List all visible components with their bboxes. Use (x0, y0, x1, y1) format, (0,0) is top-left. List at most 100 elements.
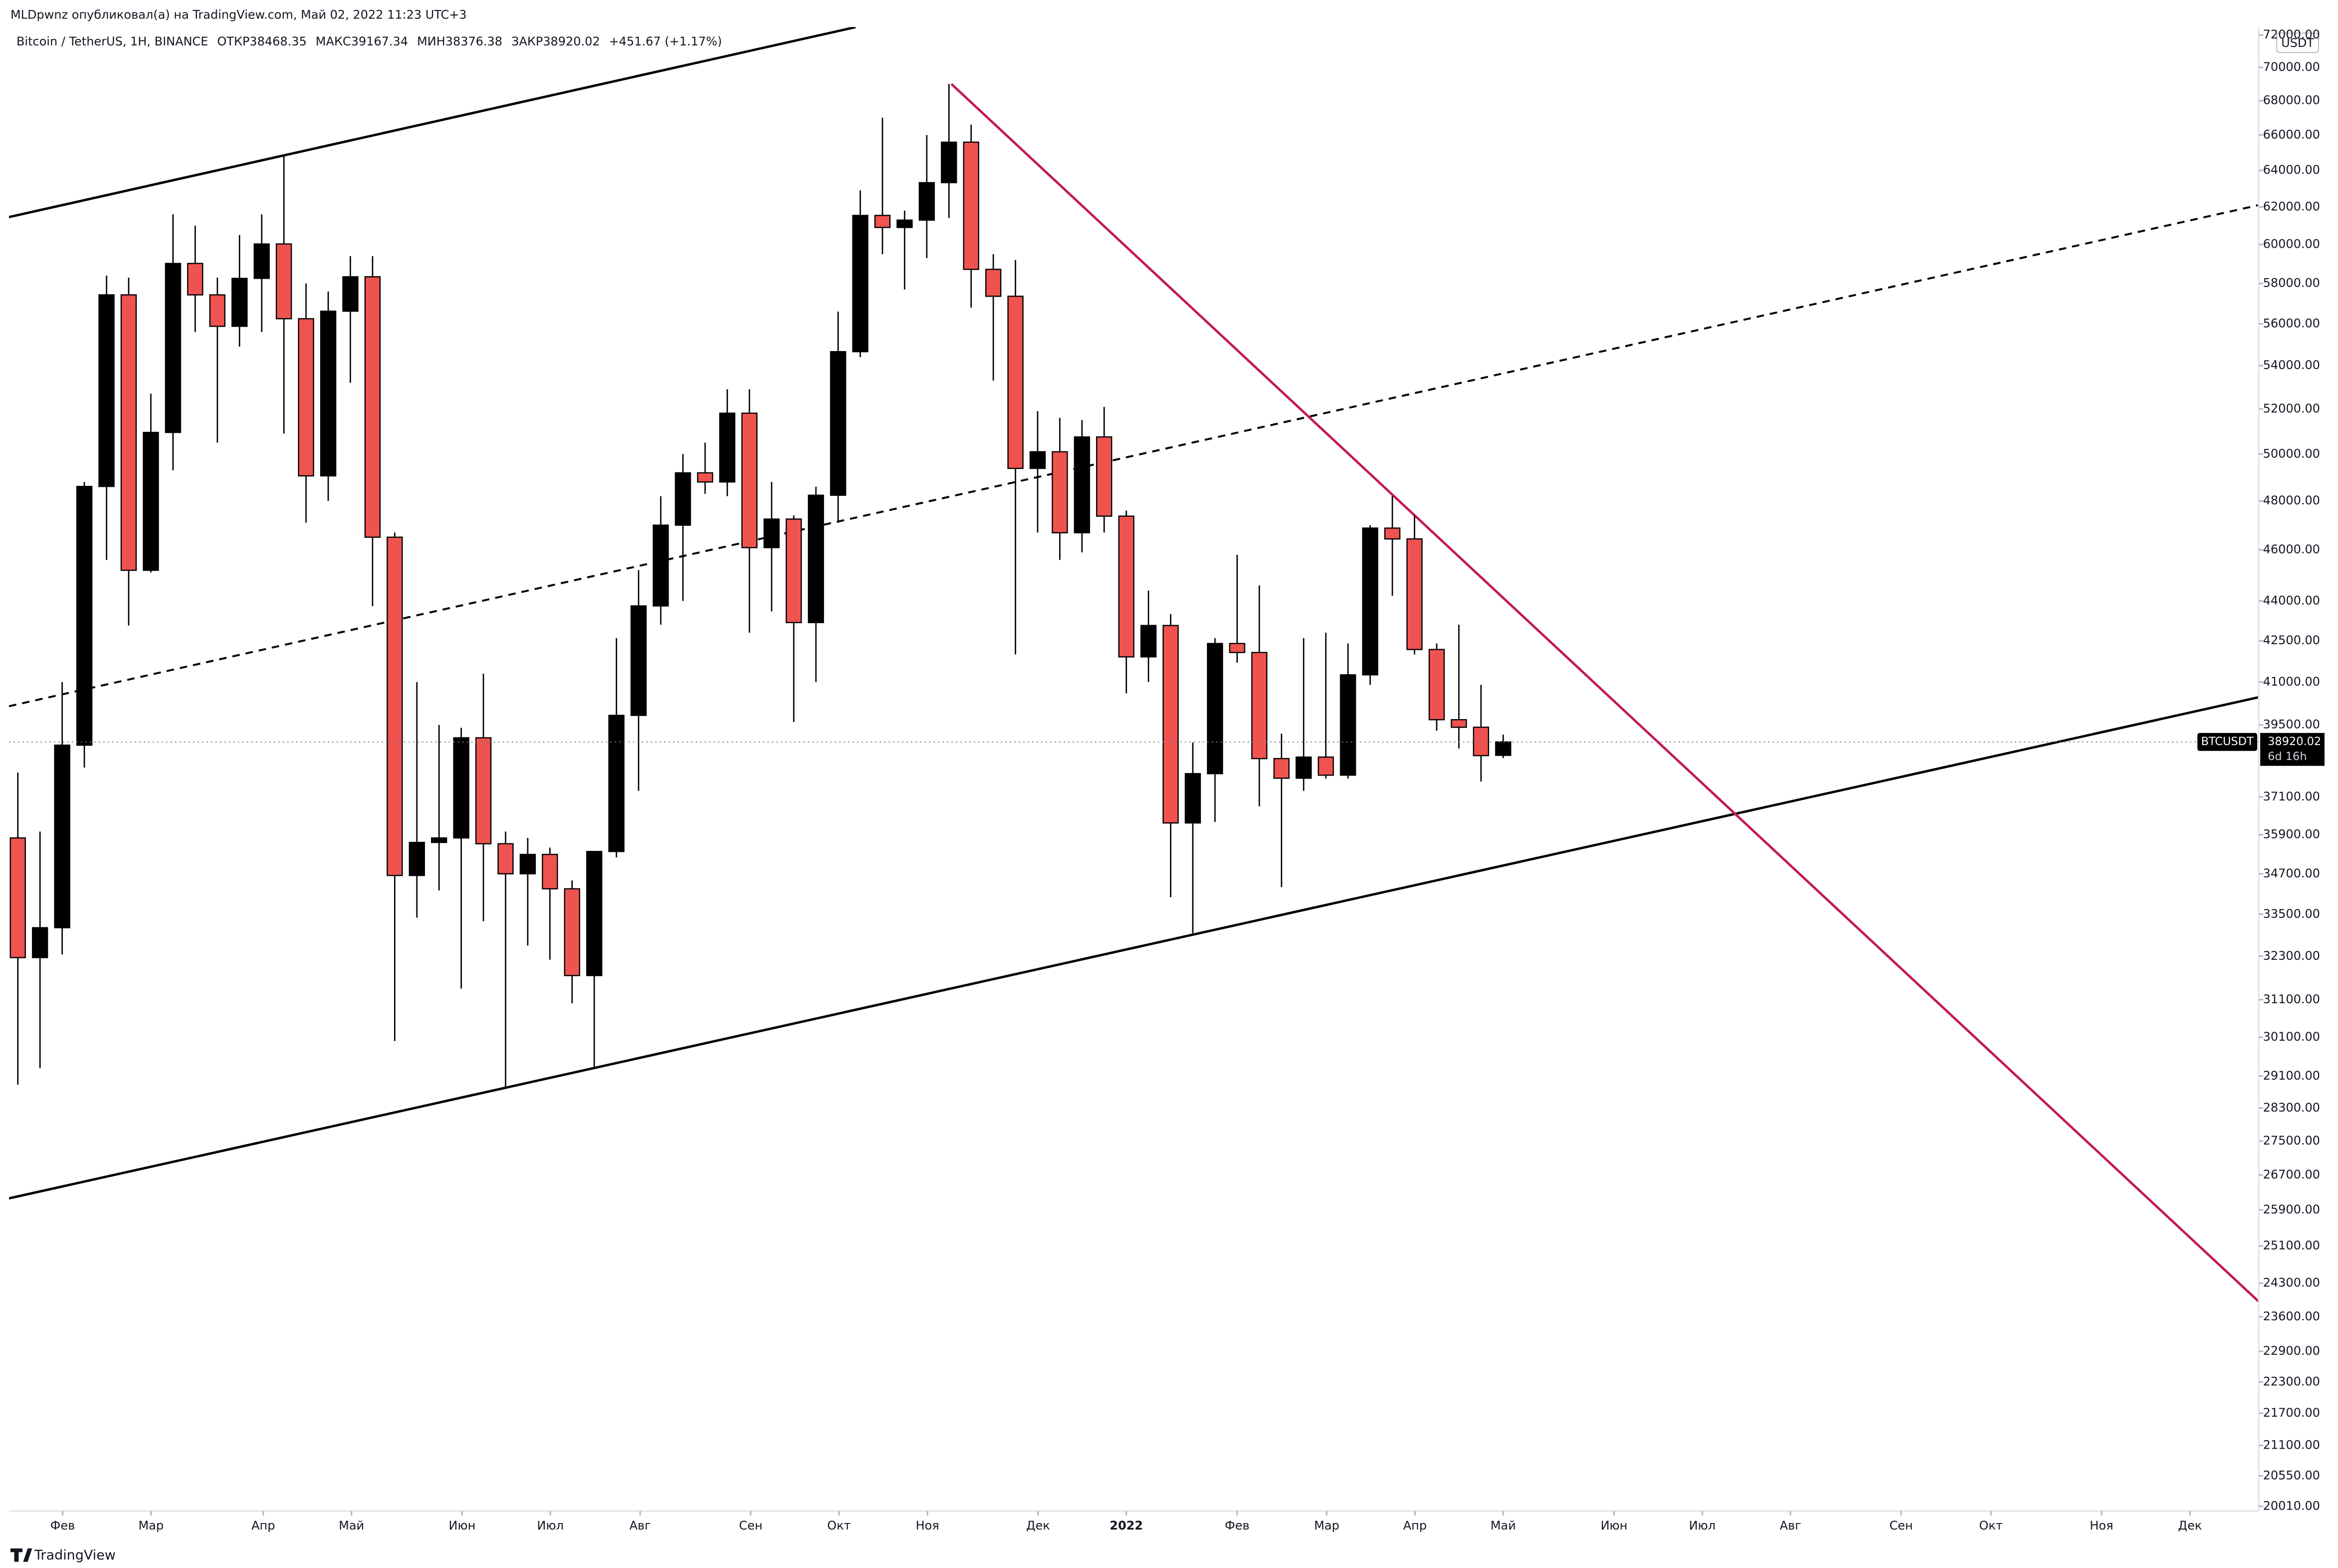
candle-body (497, 843, 514, 875)
candle-body (98, 294, 115, 487)
candle-body (142, 431, 159, 571)
x-tick-label: Дек (2178, 1519, 2202, 1533)
candle-body (1473, 727, 1490, 757)
y-tick-label: 64000.00 (2263, 163, 2320, 177)
candle-body (896, 219, 913, 228)
candle-body (653, 524, 669, 607)
candle-body (320, 310, 337, 477)
candle-body (165, 263, 181, 433)
trend-line (8, 27, 856, 219)
x-tick-label: 2022 (1110, 1519, 1143, 1533)
candle-body (785, 518, 802, 623)
candle-body (852, 215, 868, 353)
candle-body (1406, 538, 1423, 650)
candle-body (807, 494, 824, 623)
candle-body (408, 841, 425, 876)
x-tick-label: Ноя (916, 1519, 939, 1533)
candle-body (918, 182, 935, 221)
y-tick-label: 21100.00 (2263, 1438, 2320, 1452)
y-tick-label: 35900.00 (2263, 827, 2320, 841)
candle-body (630, 605, 647, 716)
channel-midline (8, 204, 2259, 708)
price-tag (2260, 733, 2325, 766)
x-tick-label: Фев (1225, 1519, 1249, 1533)
currency-box[interactable] (2276, 32, 2319, 53)
candle-body (719, 412, 736, 483)
candle-body (1428, 649, 1445, 721)
candle-body (342, 276, 359, 312)
candle-body (564, 888, 580, 976)
x-tick-label: Июл (1689, 1519, 1715, 1533)
candle-body (1052, 451, 1068, 534)
candle-body (675, 472, 691, 526)
candle-body (985, 269, 1002, 297)
trend-line (8, 696, 2259, 1200)
y-tick-label: 70000.00 (2263, 60, 2320, 74)
candle-body (1206, 643, 1223, 775)
y-tick-label: 26700.00 (2263, 1168, 2320, 1181)
y-tick-label: 25100.00 (2263, 1238, 2320, 1252)
y-tick-label: 44000.00 (2263, 593, 2320, 607)
legend-value: 39167.34 (351, 34, 408, 48)
candle-body (187, 263, 204, 296)
legend-label: МАКС (316, 34, 351, 48)
y-tick-label: 62000.00 (2263, 199, 2320, 213)
y-tick-label: 31100.00 (2263, 992, 2320, 1006)
legend-title: Bitcoin / TetherUS, 1H, BINANCE (16, 34, 208, 48)
candle-body (1362, 527, 1379, 676)
legend: Bitcoin / TetherUS, 1H, BINANCE ОТКР38468… (16, 34, 722, 48)
candle-body (364, 276, 381, 538)
candle-body (475, 737, 492, 844)
y-tick-label: 46000.00 (2263, 542, 2320, 556)
resistance-line (950, 83, 2259, 1303)
y-tick-label: 29100.00 (2263, 1069, 2320, 1083)
brand: TradingView (10, 1548, 116, 1563)
y-tick-label: 24300.00 (2263, 1276, 2320, 1290)
candle-body (387, 536, 403, 876)
x-tick-label: Авг (1780, 1519, 1801, 1533)
x-tick-label: Фев (50, 1519, 75, 1533)
x-tick-label: Окт (1979, 1519, 2002, 1533)
countdown-label: 6d 16h (2268, 750, 2307, 763)
y-tick-label: 32300.00 (2263, 949, 2320, 963)
x-tick-label: Июл (537, 1519, 563, 1533)
candle-body (298, 318, 315, 477)
y-tick-label: 30100.00 (2263, 1030, 2320, 1044)
legend-value: 38920.02 (543, 34, 600, 48)
candle-body (741, 412, 758, 548)
y-tick-label: 22900.00 (2263, 1344, 2320, 1358)
currency[interactable]: USDT (2281, 36, 2314, 50)
candle-body (9, 837, 26, 958)
price-tag-label: 38920.02 (2268, 735, 2321, 748)
brand-name: TradingView (34, 1548, 116, 1563)
candle-body (1340, 674, 1356, 776)
candle-body (1495, 741, 1512, 756)
candle-body (31, 927, 48, 958)
y-tick-label: 52000.00 (2263, 401, 2320, 415)
candle-body (1317, 756, 1334, 776)
x-tick-label: Ноя (2090, 1519, 2113, 1533)
y-tick-label: 22300.00 (2263, 1374, 2320, 1388)
legend-label: МИН (417, 34, 445, 48)
y-tick-label: 20010.00 (2263, 1499, 2320, 1513)
legend-label: ОТКР (217, 34, 250, 48)
x-tick-label: Июн (449, 1519, 476, 1533)
y-tick-label: 72000.00 (2263, 27, 2320, 41)
candle-body (1007, 296, 1024, 469)
y-tick-label: 41000.00 (2263, 675, 2320, 689)
y-tick-label: 34700.00 (2263, 866, 2320, 880)
y-tick-label: 27500.00 (2263, 1134, 2320, 1148)
x-tick-label: Мар (1314, 1519, 1340, 1533)
y-tick-label: 28300.00 (2263, 1101, 2320, 1115)
candle-body (941, 141, 957, 184)
candle-body (1295, 756, 1312, 779)
candle-body (1140, 625, 1157, 658)
candle-body (1184, 773, 1201, 824)
candle-body (1118, 515, 1135, 658)
candle-body (76, 485, 93, 746)
candle-body (276, 243, 292, 320)
candle-body (431, 837, 447, 843)
legend-change: +451.67 (+1.17%) (609, 34, 722, 48)
plot-area (8, 27, 2259, 1303)
